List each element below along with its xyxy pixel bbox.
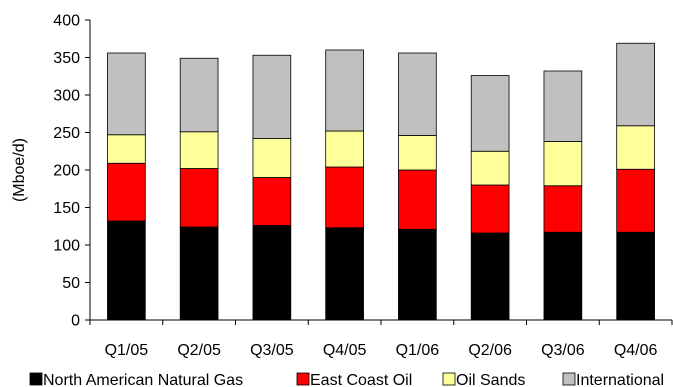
bar-segment-north-american-natural-gas <box>398 228 437 321</box>
bar-segment-east-coast-oil <box>616 168 655 233</box>
bar-segment-oil-sands <box>398 135 437 171</box>
legend-swatch <box>442 372 456 386</box>
bars-layer <box>107 42 655 321</box>
x-tick-label: Q3/05 <box>250 342 294 359</box>
bar-segment-international <box>543 70 583 142</box>
legend-swatch <box>296 372 310 386</box>
bar-segment-north-american-natural-gas <box>107 220 146 321</box>
bar-segment-east-coast-oil <box>252 177 292 226</box>
bar-segment-oil-sands <box>543 141 583 187</box>
bar-segment-north-american-natural-gas <box>470 232 510 321</box>
y-tick-label: 150 <box>53 200 80 217</box>
bar-segment-north-american-natural-gas <box>325 227 364 321</box>
bar-segment-north-american-natural-gas <box>616 231 655 321</box>
legend-label: International <box>576 372 664 387</box>
bar-segment-east-coast-oil <box>543 185 583 233</box>
x-tick-label: Q3/06 <box>541 342 585 359</box>
y-axis-ticks: 0 50 100 150 200 250 300 350 400 <box>53 13 90 330</box>
bar-segment-international <box>616 42 655 127</box>
x-tick-label: Q1/05 <box>105 342 149 359</box>
x-tick-label: Q4/05 <box>323 342 367 359</box>
axes-layer <box>89 20 672 321</box>
legend-swatch <box>562 372 576 386</box>
y-tick-label: 350 <box>53 50 80 67</box>
y-tick-label: 300 <box>53 88 80 105</box>
bar-segment-north-american-natural-gas <box>252 225 292 321</box>
x-tick-label: Q1/06 <box>396 342 440 359</box>
bar-segment-international <box>398 52 437 136</box>
bar-segment-north-american-natural-gas <box>179 226 219 321</box>
legend-label: North American Natural Gas <box>43 372 243 387</box>
x-tick-label: Q4/06 <box>614 342 658 359</box>
bar-segment-east-coast-oil <box>325 166 364 229</box>
y-axis-label: (Mboe/d) <box>11 138 28 202</box>
bar-segment-oil-sands <box>107 134 146 164</box>
bar-segment-east-coast-oil <box>107 162 146 222</box>
y-tick-label: 50 <box>62 275 80 292</box>
legend-swatch <box>29 372 43 386</box>
bar-segment-international <box>252 54 292 139</box>
legend: North American Natural Gas East Coast Oil… <box>29 372 664 387</box>
x-axis-ticks: Q1/05 Q2/05 Q3/05 Q4/05 Q1/06 Q2/06 Q3/06 Q4/06 <box>89 320 673 359</box>
bar-segment-international <box>470 75 510 152</box>
bar-segment-oil-sands <box>252 138 292 178</box>
x-tick-label: Q2/05 <box>177 342 221 359</box>
bar-segment-oil-sands <box>325 130 364 168</box>
y-tick-label: 200 <box>53 163 80 180</box>
x-tick-label: Q2/06 <box>468 342 512 359</box>
bar-segment-east-coast-oil <box>470 184 510 234</box>
bar-segment-oil-sands <box>470 150 510 186</box>
bar-segment-international <box>107 52 146 136</box>
legend-label: East Coast Oil <box>310 372 412 387</box>
y-tick-label: 100 <box>53 238 80 255</box>
bar-segment-oil-sands <box>616 125 655 170</box>
y-tick-label: 0 <box>71 313 80 330</box>
bar-segment-international <box>179 57 219 133</box>
bar-segment-east-coast-oil <box>179 168 219 228</box>
y-tick-label: 250 <box>53 125 80 142</box>
bar-segment-north-american-natural-gas <box>543 231 583 321</box>
bar-segment-international <box>325 49 364 132</box>
y-tick-label: 400 <box>53 13 80 30</box>
bar-segment-oil-sands <box>179 131 219 169</box>
bar-segment-east-coast-oil <box>398 169 437 230</box>
legend-label: Oil Sands <box>456 372 525 387</box>
